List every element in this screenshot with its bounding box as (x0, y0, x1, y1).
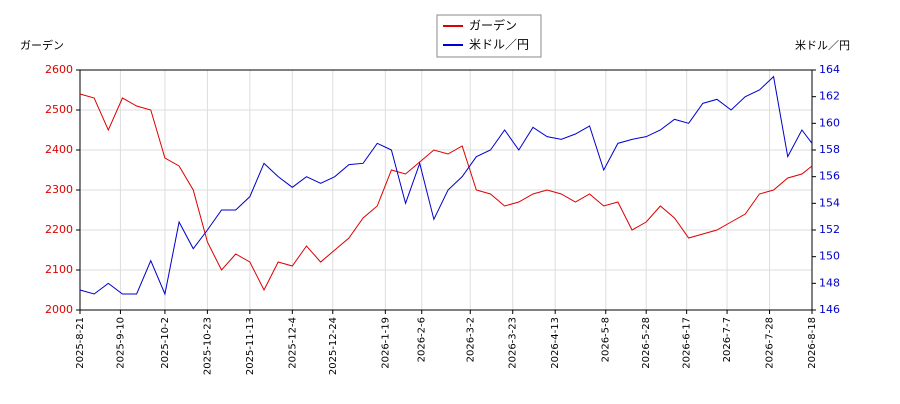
y-tick-label: 2200 (45, 223, 73, 236)
series-line (79, 75, 813, 296)
series-line (79, 93, 813, 292)
y2-tick-label: 158 (819, 143, 840, 156)
y2-tick-label: 148 (819, 276, 840, 289)
x-tick-label: 2025-8-21 (75, 317, 86, 369)
y-tick-label: 2100 (45, 263, 73, 276)
x-tick-label: 2026-5-8 (601, 317, 612, 362)
y-tick-label: 2500 (45, 103, 73, 116)
y2-tick-label: 154 (819, 196, 840, 209)
y2-tick-label: 152 (819, 223, 840, 236)
x-tick-label: 2026-6-17 (682, 317, 693, 369)
x-tick-label: 2026-2-6 (417, 317, 428, 362)
x-tick-label: 2025-10-2 (160, 317, 171, 369)
y2-tick-label: 156 (819, 170, 840, 183)
y-axis-title: ガーデン (20, 38, 64, 52)
y2-tick-label: 160 (819, 116, 840, 129)
x-tick-label: 2026-7-28 (765, 317, 776, 369)
x-tick-label: 2025-12-4 (287, 317, 298, 369)
y2-tick-label: 150 (819, 250, 840, 263)
x-tick-label: 2025-12-24 (328, 317, 339, 375)
x-tick-label: 2025-10-23 (202, 317, 213, 375)
x-tick-label: 2026-4-13 (550, 317, 561, 369)
x-tick-label: 2026-3-2 (465, 317, 476, 362)
x-tick-label: 2026-7-7 (722, 317, 733, 362)
x-tick-label: 2026-8-18 (807, 317, 818, 369)
legend-label: ガーデン (469, 18, 517, 33)
y-tick-label: 2300 (45, 183, 73, 196)
x-tick-label: 2025-11-13 (245, 317, 256, 375)
y2-axis-title: 米ドル／円 (795, 39, 850, 52)
y-tick-label: 2000 (45, 303, 73, 316)
y-tick-label: 2600 (45, 63, 73, 76)
y2-tick-label: 146 (819, 303, 840, 316)
x-tick-label: 2026-3-23 (508, 317, 519, 369)
legend-label: 米ドル／円 (469, 38, 529, 52)
y2-tick-label: 164 (819, 63, 840, 76)
x-tick-label: 2026-1-19 (380, 317, 391, 369)
plot-frame (79, 69, 813, 311)
y2-tick-label: 162 (819, 90, 840, 103)
legend-box (436, 14, 542, 58)
x-tick-label: 2025-9-10 (115, 317, 126, 369)
y-tick-label: 2400 (45, 143, 73, 156)
x-tick-label: 2026-5-28 (641, 317, 652, 369)
